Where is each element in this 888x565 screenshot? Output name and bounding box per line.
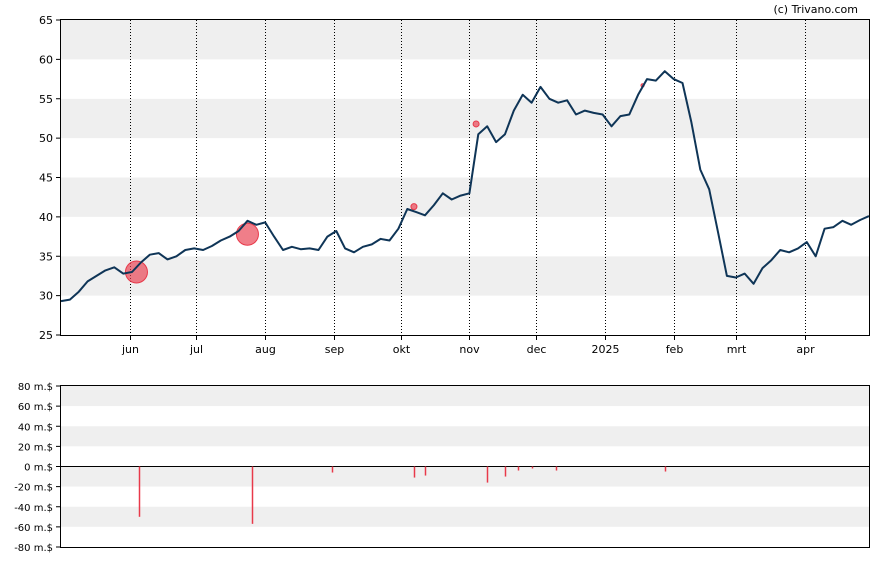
band <box>61 526 869 547</box>
trade-marker <box>235 222 259 246</box>
x-tick-label: 2025 <box>592 343 620 356</box>
x-tick-label: dec <box>527 343 547 356</box>
band <box>61 426 869 447</box>
y-tick-label: 60 m.$ <box>18 402 53 413</box>
x-tick-label: apr <box>796 343 815 356</box>
band <box>61 256 869 296</box>
trade-marker <box>410 203 418 211</box>
band <box>61 98 869 139</box>
copyright-text: (c) Trivano.com <box>773 3 858 16</box>
band <box>61 486 869 507</box>
y-tick-label: -80 m.$ <box>14 543 53 554</box>
y-tick-label: 55 <box>39 93 53 106</box>
y-tick-label: -60 m.$ <box>14 523 53 534</box>
band <box>61 466 869 487</box>
volume-chart-bands <box>61 386 869 547</box>
y-tick-label: 20 m.$ <box>18 442 53 453</box>
x-tick-label: sep <box>325 343 344 356</box>
price-line-group <box>60 70 870 303</box>
band <box>61 216 869 257</box>
y-tick-label: -20 m.$ <box>14 483 53 494</box>
date-x-axis: jun jul aug sep okt nov dec 2025 feb mrt apr <box>121 335 815 356</box>
y-tick-label: 45 <box>39 172 53 185</box>
y-tick-label: 60 <box>39 53 53 66</box>
x-tick-label: jun <box>121 343 139 356</box>
band <box>61 138 869 178</box>
y-tick-label: 40 m.$ <box>18 422 53 433</box>
y-tick-label: 0 m.$ <box>24 463 53 474</box>
band <box>61 386 869 407</box>
band <box>61 177 869 217</box>
trade-marker <box>124 260 148 284</box>
volume-chart-frame <box>60 385 870 548</box>
volume-y-axis: 80 m.$ 60 m.$ 40 m.$ 20 m.$ 0 m.$ -20 m.$ -40 … <box>14 382 869 554</box>
x-tick-label: okt <box>393 343 411 356</box>
band <box>61 59 869 99</box>
y-tick-label: 80 m.$ <box>18 382 53 393</box>
y-tick-label: 25 <box>39 329 53 342</box>
price-y-axis: 25 30 35 40 45 50 55 60 65 <box>39 14 61 342</box>
price-line <box>60 70 870 303</box>
x-tick-label: feb <box>666 343 684 356</box>
x-tick-label: jul <box>189 343 203 356</box>
y-tick-label: 40 <box>39 211 53 224</box>
band <box>61 20 869 60</box>
trade-marker <box>472 120 480 128</box>
band <box>61 295 869 335</box>
y-tick-label: 30 <box>39 290 53 303</box>
x-tick-label: mrt <box>727 343 747 356</box>
x-tick-label: nov <box>459 343 480 356</box>
y-tick-label: -40 m.$ <box>14 503 53 514</box>
y-tick-label: 50 <box>39 132 53 145</box>
band <box>61 446 869 467</box>
price-chart-bands <box>61 20 869 335</box>
band <box>61 406 869 427</box>
volume-bars <box>138 466 667 524</box>
band <box>61 506 869 527</box>
x-tick-label: aug <box>255 343 276 356</box>
y-tick-label: 35 <box>39 250 53 263</box>
y-tick-label: 65 <box>39 14 53 27</box>
price-chart-frame <box>60 19 870 336</box>
